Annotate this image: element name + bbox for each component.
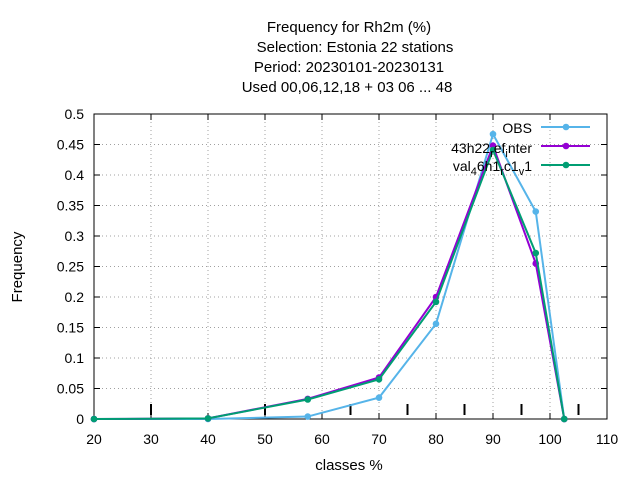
point-obs-4 — [432, 320, 440, 328]
point-obs-6 — [532, 208, 540, 215]
legend-43h22-sub1: r — [490, 148, 494, 160]
legend-val-main: val — [453, 158, 471, 174]
x-tick-label-60: 60 — [314, 431, 330, 447]
legend-43h22-tail: nter — [508, 140, 532, 156]
point-val-46h1-c1-v1-0 — [90, 415, 98, 423]
class-marks — [150, 404, 580, 415]
x-tick-label-30: 30 — [143, 431, 159, 447]
grid — [94, 114, 607, 419]
point-obs-3 — [375, 394, 383, 401]
point-val-46h1-c1-v1-6 — [532, 249, 540, 257]
y-tick-label-0-15: 0.15 — [57, 320, 84, 336]
x-tick-label-70: 70 — [371, 431, 387, 447]
legend-val-sub3: v — [519, 166, 525, 178]
legend-43h22-main: 43h22 — [451, 140, 490, 156]
x-tick-label-80: 80 — [428, 431, 444, 447]
legend-label-43h22: 43h22refinter — [451, 140, 532, 160]
legend-val-sub2: r — [500, 166, 504, 178]
series-line-43h22-ref-inter — [93, 142, 566, 420]
y-tick-label-0-45: 0.45 — [57, 137, 84, 153]
y-tick-label-0-1: 0.1 — [65, 350, 85, 366]
legend: OBS 43h22refinter val46h1rc1v1 — [451, 120, 590, 178]
legend-marker-obs — [562, 123, 570, 131]
legend-label-obs: OBS — [502, 120, 532, 136]
x-axis-label: classes % — [315, 457, 383, 474]
x-tick-label-90: 90 — [485, 431, 501, 447]
point-obs-5 — [489, 130, 497, 138]
y-tick-label-0-05: 0.05 — [57, 381, 84, 397]
point-val-46h1-c1-v1-5 — [489, 146, 497, 154]
x-tick-label-20: 20 — [86, 431, 102, 447]
y-tick-label-0-4: 0.4 — [65, 167, 85, 183]
title-line-4: Used 00,06,12,18 + 03 06 ... 48 — [242, 79, 453, 96]
x-tick-label-110: 110 — [596, 431, 619, 447]
legend-marker-val-46h1-c1-v1 — [562, 161, 570, 169]
series-layer — [90, 130, 568, 423]
y-tick-label-0-3: 0.3 — [65, 228, 85, 244]
point-obs-2 — [304, 413, 312, 420]
y-axis-label: Frequency — [9, 231, 26, 302]
x-tick-label-50: 50 — [257, 431, 273, 447]
legend-label-val: val46h1rc1v1 — [453, 158, 532, 178]
title-line-2: Selection: Estonia 22 stations — [257, 39, 454, 56]
point-val-46h1-c1-v1-2 — [304, 396, 312, 403]
legend-val-sub1: 4 — [471, 166, 477, 178]
title-line-3: Period: 20230101-20230131 — [254, 59, 444, 76]
legend-val-mid: 6h1 — [477, 158, 501, 174]
y-tick-label-0-5: 0.5 — [65, 106, 85, 122]
series-line-val-46h1-c1-v1 — [93, 147, 566, 420]
point-val-46h1-c1-v1-7 — [560, 415, 568, 423]
title-line-1: Frequency for Rh2m (%) — [267, 19, 431, 36]
x-axis: 20 30 40 50 60 70 80 90 100 110 — [86, 114, 618, 447]
x-tick-label-40: 40 — [200, 431, 216, 447]
point-val-46h1-c1-v1-3 — [375, 376, 383, 383]
legend-43h22-sub2: i — [505, 148, 507, 160]
legend-val-mid2: c1 — [504, 158, 519, 174]
point-val-46h1-c1-v1-4 — [432, 298, 440, 306]
legend-marker-43h22-ref-inter — [562, 142, 570, 150]
x-tick-label-100: 100 — [538, 431, 562, 447]
y-axis: 0 0.05 0.1 0.15 0.2 0.25 0.3 0.35 0.4 0.45 0.5 — [57, 106, 607, 427]
legend-43h22-mid: ef — [494, 140, 506, 156]
y-tick-label-0-35: 0.35 — [57, 198, 84, 214]
y-tick-label-0: 0 — [76, 411, 84, 427]
point-val-46h1-c1-v1-1 — [204, 415, 212, 422]
y-tick-label-0-2: 0.2 — [65, 289, 85, 305]
series-43h22-ref-inter — [90, 142, 568, 423]
series-val-46h1-c1-v1 — [90, 146, 568, 423]
legend-val-tail: 1 — [524, 158, 532, 174]
y-tick-label-0-25: 0.25 — [57, 259, 84, 275]
series-line-obs — [94, 131, 566, 420]
chart-title: Frequency for Rh2m (%) Selection: Estoni… — [242, 19, 454, 96]
